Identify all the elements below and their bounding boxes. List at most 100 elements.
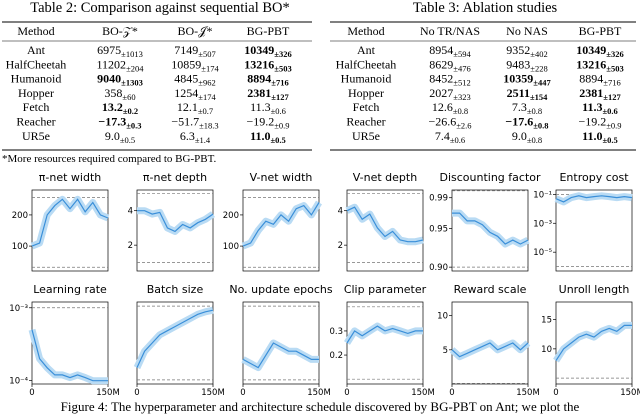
cell-error: ±228 bbox=[530, 63, 547, 73]
x-tick-label: 150M bbox=[411, 388, 435, 398]
series-line bbox=[242, 342, 319, 369]
plot-frame bbox=[555, 301, 633, 385]
cell-value: 2381 bbox=[579, 86, 603, 100]
x-tick-label: 0 bbox=[29, 388, 34, 398]
cell-value: 13.2 bbox=[102, 100, 123, 114]
y-tick-label: 10 bbox=[541, 345, 552, 355]
panel-title: Batch size bbox=[147, 283, 204, 296]
y-tick-label: 0.99 bbox=[429, 194, 448, 204]
x-tick-label: 0 bbox=[553, 388, 558, 398]
table-cell: 7.3±0.8 bbox=[512, 100, 542, 116]
panel-title: Clip parameter bbox=[344, 283, 427, 296]
cell-error: ±512 bbox=[453, 78, 470, 88]
row-label: Hopper bbox=[18, 86, 54, 100]
series-line bbox=[555, 195, 633, 203]
cell-value: 9.0 bbox=[105, 129, 120, 143]
column-header: No NAS bbox=[506, 24, 548, 38]
table-cell: 11.0±0.5 bbox=[250, 129, 286, 145]
cell-error: ±962 bbox=[198, 78, 215, 88]
x-tick-label: 150M bbox=[516, 388, 540, 398]
table-cell: 11202±204 bbox=[97, 57, 145, 73]
series-line bbox=[555, 324, 632, 361]
cell-value: 12.6 bbox=[432, 100, 453, 114]
cell-value: 8452 bbox=[429, 72, 453, 86]
series-line bbox=[346, 325, 423, 344]
series-line bbox=[31, 329, 108, 382]
plot-frame bbox=[31, 301, 109, 385]
column-header: BG-PBT bbox=[247, 24, 290, 38]
cell-error: ±0.6 bbox=[450, 135, 465, 145]
x-tick-label: 0 bbox=[449, 388, 454, 398]
band-line bbox=[28, 328, 108, 385]
cell-error: ±0.3 bbox=[126, 121, 141, 131]
caption: Figure 4: The hyperparameter and archite… bbox=[61, 399, 580, 414]
table-cell: 2381±127 bbox=[579, 86, 621, 102]
y-tick-label: 15 bbox=[541, 316, 552, 326]
row-label: Hopper bbox=[348, 86, 384, 100]
table-cell: 358±60 bbox=[104, 86, 135, 102]
table-cell: 11.3±0.6 bbox=[582, 100, 618, 116]
cell-value: 7.4 bbox=[435, 129, 450, 143]
table-cell: 8894±716 bbox=[247, 72, 288, 88]
cell-error: ±0.2 bbox=[123, 106, 138, 116]
table-cell: 13.2±0.2 bbox=[102, 100, 138, 116]
cell-error: ±154 bbox=[530, 92, 548, 102]
band-line bbox=[344, 322, 423, 345]
table-cell: 7149±507 bbox=[174, 43, 215, 59]
band-line bbox=[30, 195, 110, 250]
plot-frame bbox=[346, 301, 424, 385]
cell-value: 13216 bbox=[576, 57, 606, 71]
cell-value: 9040 bbox=[97, 72, 121, 86]
table-cell: 11.0±0.5 bbox=[582, 129, 618, 145]
table-cell: 10349±326 bbox=[244, 43, 291, 59]
cell-value: 11.3 bbox=[582, 100, 602, 114]
cell-error: ±0.8 bbox=[527, 106, 542, 116]
panel-title: V-net width bbox=[250, 171, 313, 184]
cell-error: ±0.6 bbox=[603, 106, 618, 116]
table-cell: 9.0±0.8 bbox=[512, 129, 542, 145]
series-line bbox=[136, 309, 214, 368]
cell-error: ±503 bbox=[606, 63, 623, 73]
panel-title: π-net width bbox=[39, 171, 101, 184]
band-line bbox=[133, 306, 214, 370]
y-tick-label: 100 bbox=[223, 242, 239, 252]
cell-error: ±0.8 bbox=[527, 135, 542, 145]
y-tick-label: 10⁻³ bbox=[533, 219, 552, 229]
table-cell: 13216±503 bbox=[576, 57, 623, 73]
cell-value: −26.6 bbox=[428, 115, 456, 129]
table-cell: −26.6±2.6 bbox=[428, 115, 471, 131]
column-header: No TR/NAS bbox=[420, 24, 480, 38]
row-label: UR5e bbox=[22, 129, 50, 143]
x-tick-label: 0 bbox=[344, 388, 349, 398]
cell-error: ±174 bbox=[201, 63, 219, 73]
plot-frame bbox=[242, 189, 320, 272]
table-cell: 9040±1303 bbox=[97, 72, 143, 88]
y-tick-label: 4 bbox=[338, 207, 343, 217]
table-cell: −19.2±0.9 bbox=[578, 115, 621, 131]
table-cell: −51.7±18.3 bbox=[171, 115, 218, 131]
table-cell: −17.3±0.3 bbox=[98, 115, 141, 131]
cell-value: −17.6 bbox=[505, 115, 533, 129]
y-tick-label: 4 bbox=[128, 207, 133, 217]
table-cell: 6975±1013 bbox=[97, 43, 143, 59]
panel-title: Entropy cost bbox=[559, 171, 629, 184]
y-tick-label: 0.90 bbox=[429, 263, 448, 273]
cell-value: 11.0 bbox=[582, 129, 602, 143]
cell-error: ±174 bbox=[198, 92, 216, 102]
x-tick-label: 150M bbox=[96, 388, 120, 398]
cell-value: 2511 bbox=[507, 86, 530, 100]
cell-error: ±1.4 bbox=[195, 135, 211, 145]
series-line bbox=[242, 202, 320, 247]
y-tick-label: 2 bbox=[338, 241, 343, 251]
x-tick-label: 150M bbox=[201, 388, 225, 398]
column-header: BO-𝒵* bbox=[102, 24, 138, 38]
cell-value: 4845 bbox=[174, 72, 198, 86]
x-tick-label: 150M bbox=[620, 388, 640, 398]
cell-error: ±0.9 bbox=[606, 121, 621, 131]
table-cell: 12.1±0.7 bbox=[177, 100, 213, 116]
y-tick-label: 10⁻³ bbox=[9, 304, 28, 314]
table-cell: 8629±476 bbox=[429, 57, 470, 73]
plot-frame bbox=[555, 189, 633, 272]
row-label: Reacher bbox=[346, 115, 385, 129]
cell-error: ±0.7 bbox=[198, 106, 213, 116]
